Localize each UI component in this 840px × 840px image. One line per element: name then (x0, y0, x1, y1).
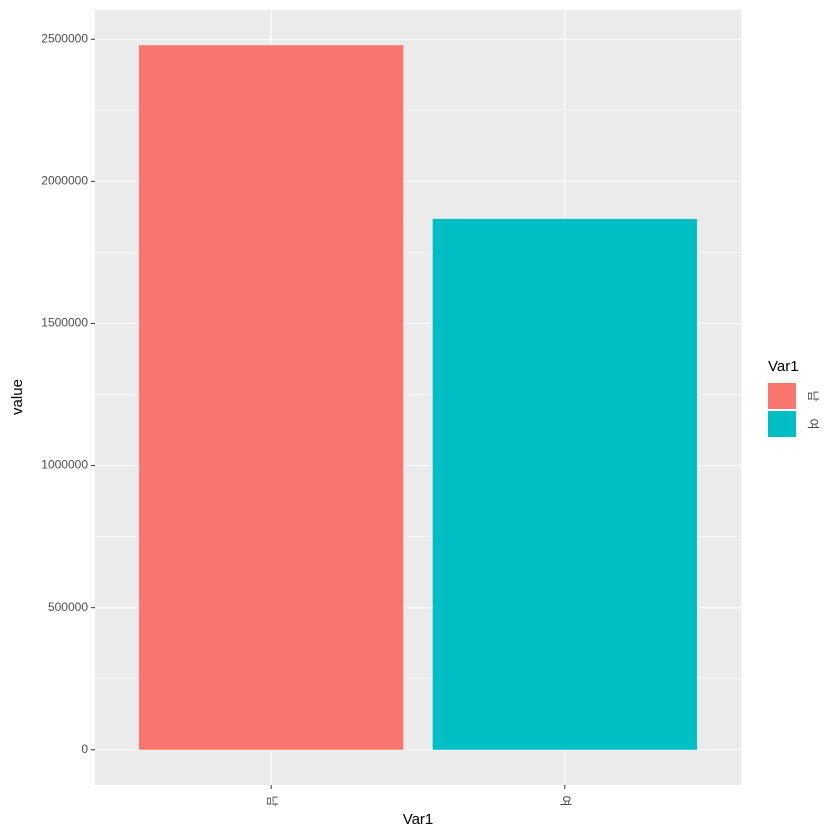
bar (432, 218, 697, 750)
legend-key (768, 383, 796, 409)
legend-label: 여 (806, 418, 820, 429)
x-tick-label: 남 (265, 795, 279, 806)
marks (139, 45, 697, 750)
x-axis-title: Var1 (403, 811, 434, 828)
y-tick-label: 0 (81, 742, 88, 756)
y-tick-label: 2000000 (41, 174, 88, 188)
legend-label: 남 (806, 390, 820, 401)
y-tick-label: 1000000 (41, 458, 88, 472)
bar (139, 45, 404, 750)
y-tick-label: 1500000 (41, 316, 88, 330)
legend-title: Var1 (768, 358, 799, 375)
y-tick-label: 2500000 (41, 31, 88, 45)
y-axis-title: value (9, 379, 26, 415)
y-tick-label: 500000 (48, 600, 88, 614)
legend-key (768, 411, 796, 437)
x-tick-label: 여 (559, 795, 573, 806)
